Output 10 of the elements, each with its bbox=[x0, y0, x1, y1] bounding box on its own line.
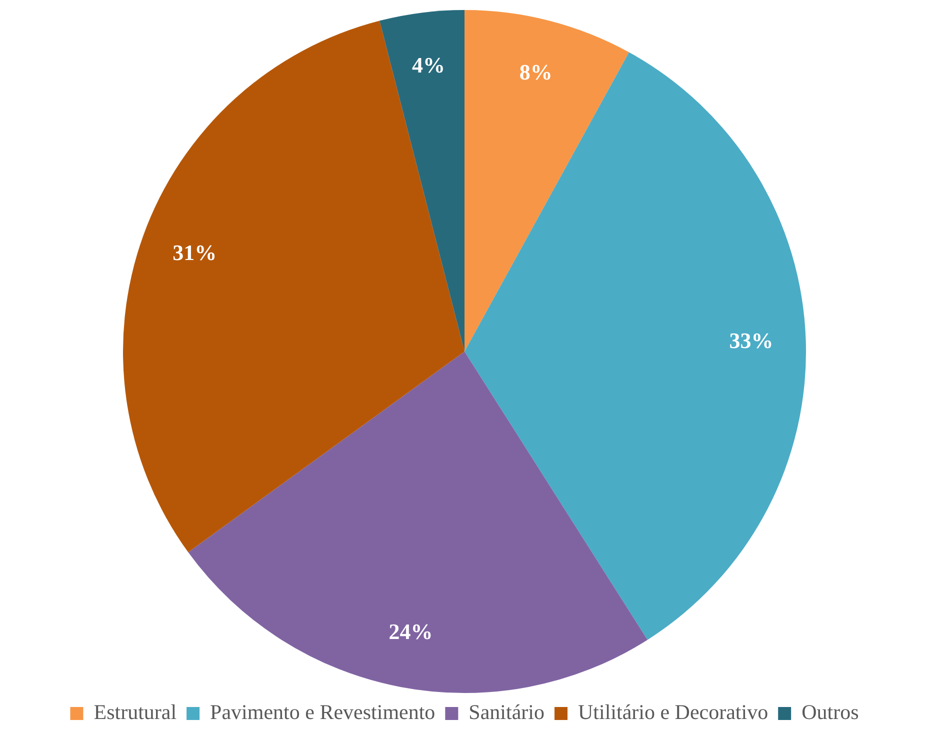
data-label: 24% bbox=[388, 618, 433, 644]
data-label: 31% bbox=[172, 240, 217, 266]
legend-label: Utilitário e Decorativo bbox=[578, 700, 768, 724]
legend-label: Sanitário bbox=[468, 700, 545, 724]
legend-label: Pavimento e Revestimento bbox=[210, 700, 436, 724]
data-label: 8% bbox=[519, 59, 552, 84]
legend-label: Estrutural bbox=[94, 700, 177, 724]
data-label: 4% bbox=[412, 52, 446, 78]
legend-label: Outros bbox=[802, 700, 859, 724]
data-label: 33% bbox=[729, 328, 774, 354]
